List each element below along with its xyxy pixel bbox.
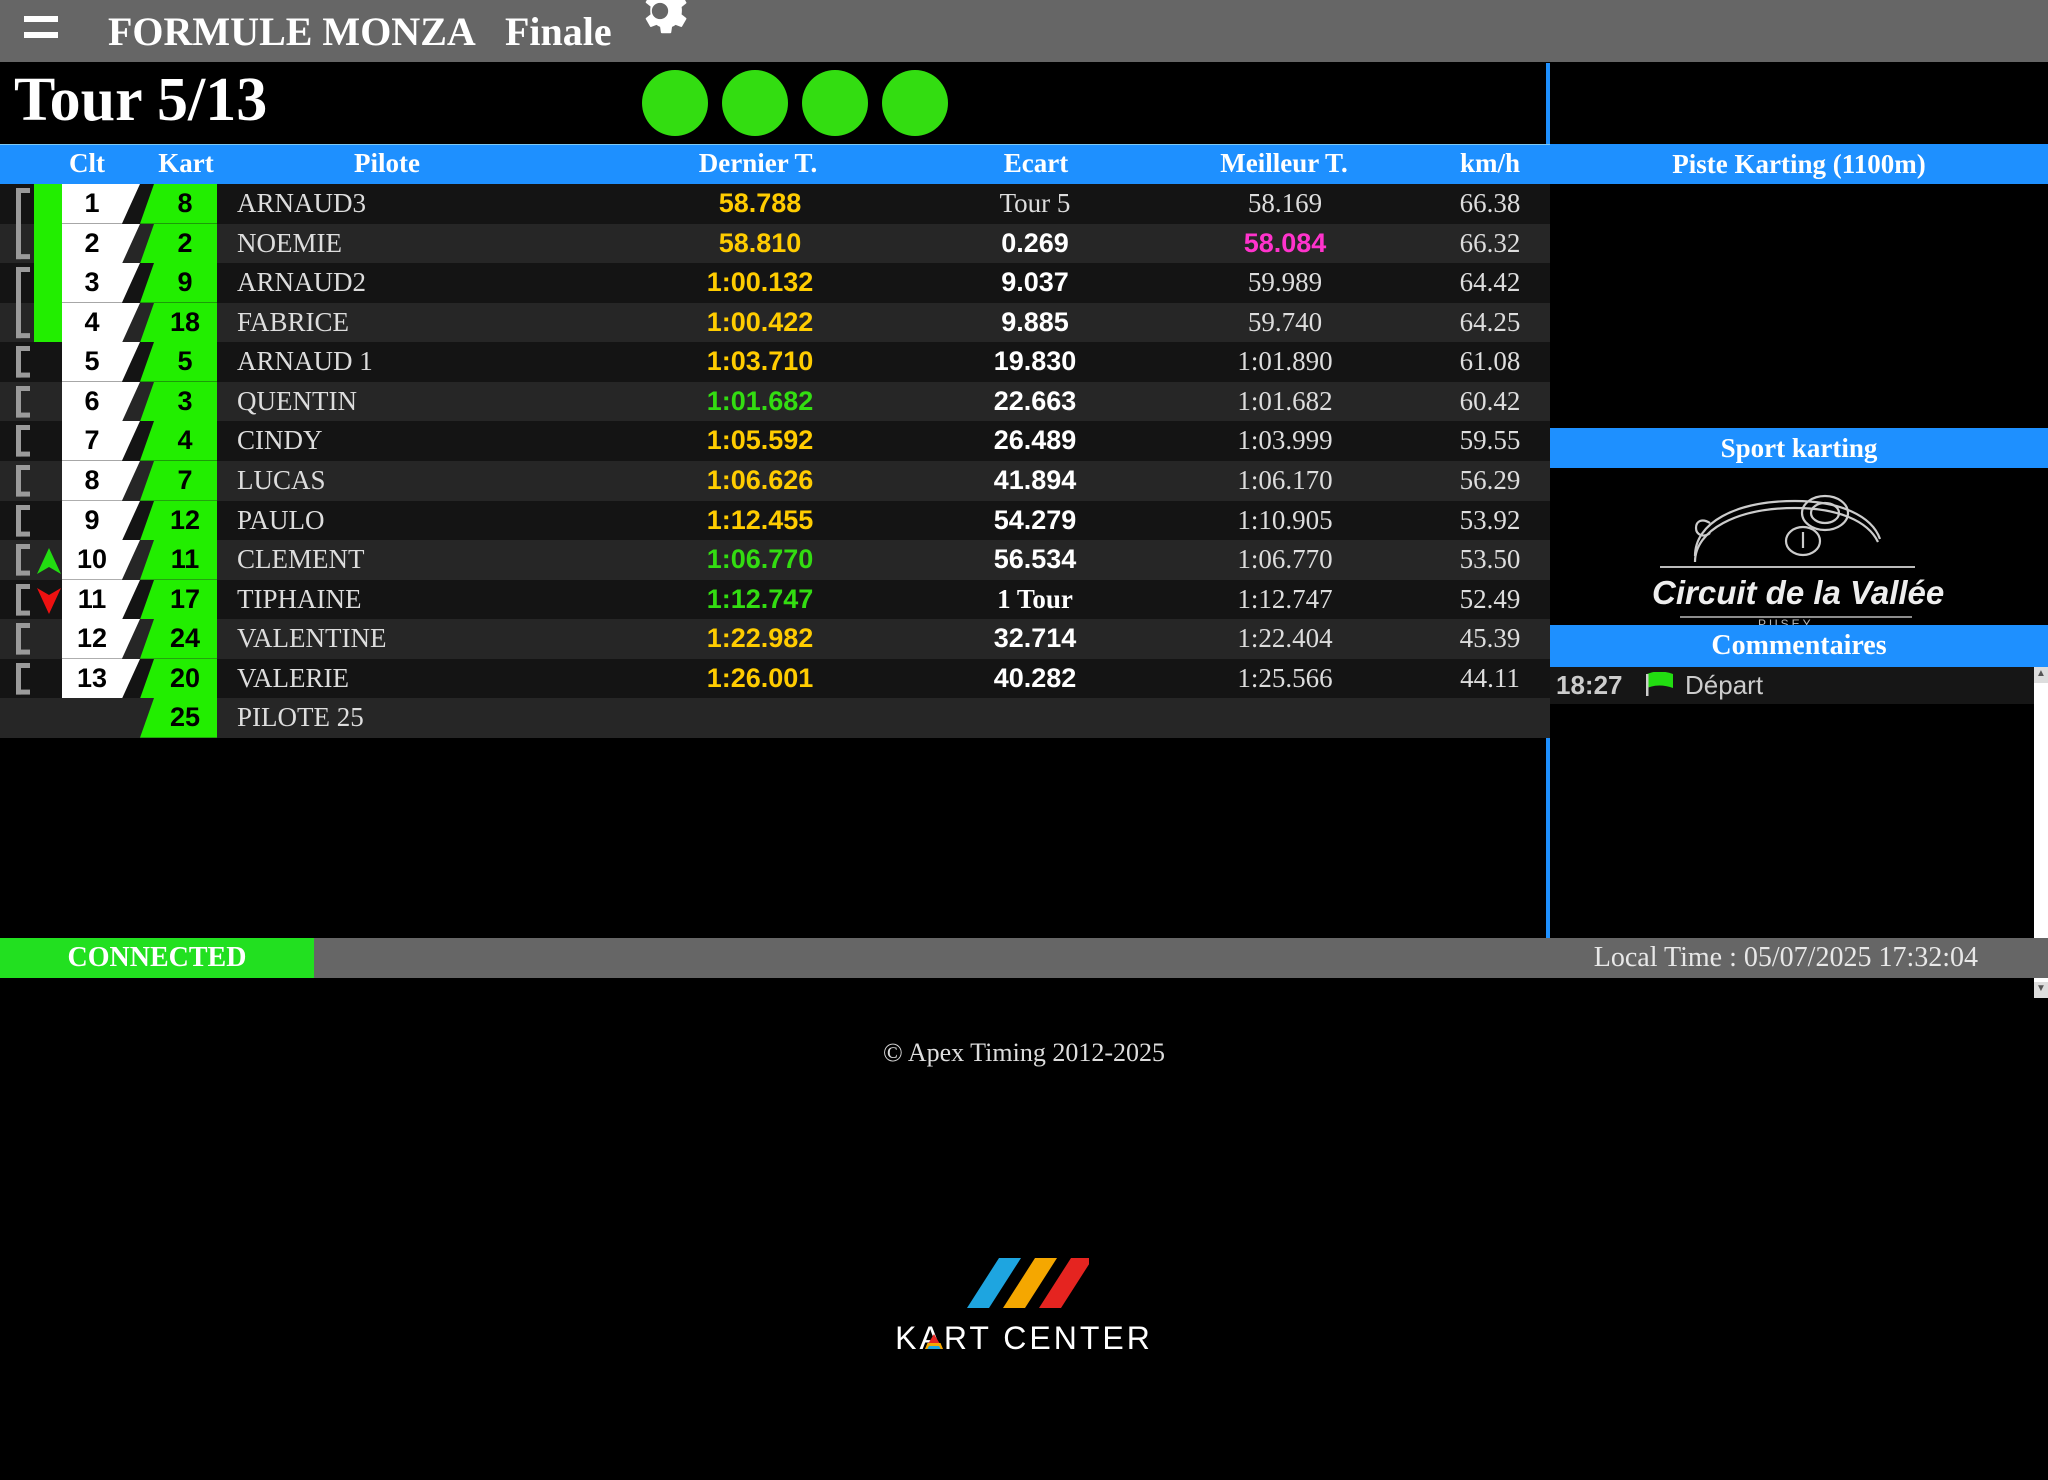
svg-text:Circuit de la Vallée: Circuit de la Vallée [1652, 574, 1944, 611]
